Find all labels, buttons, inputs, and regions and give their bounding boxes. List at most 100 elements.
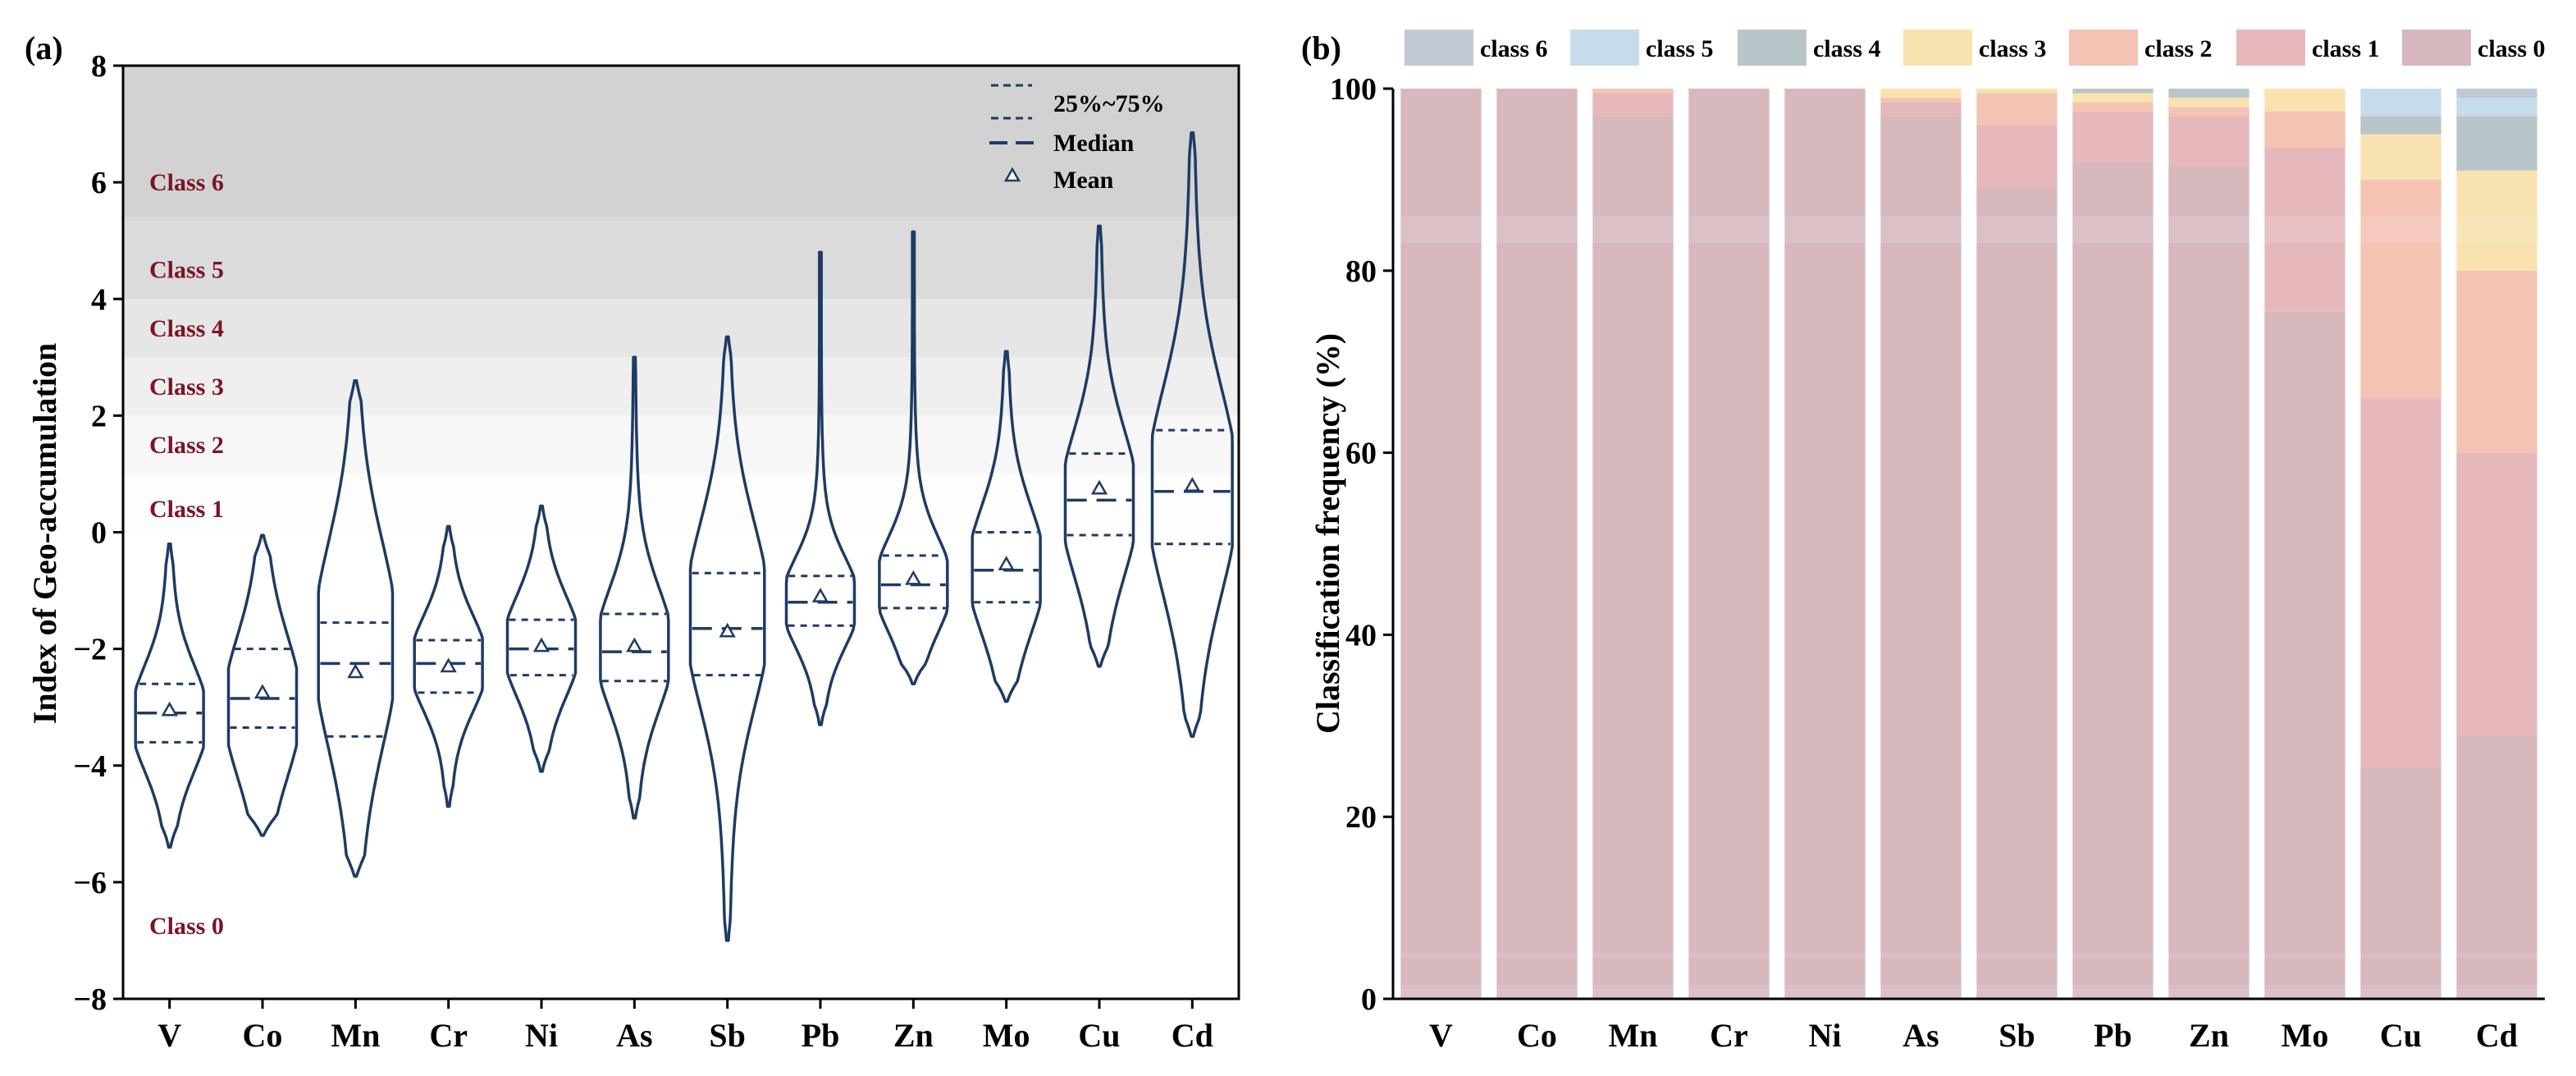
violin-co	[226, 533, 299, 837]
violins	[134, 130, 1234, 942]
panel-b-y-tick-label: 100	[1330, 72, 1377, 107]
bar-pb-class-1	[2072, 111, 2154, 162]
panel-a-x-tick-label: Co	[243, 1017, 283, 1054]
panel-b-x-tick-label: Ni	[1809, 1017, 1842, 1054]
bar-zn-class-2	[2168, 107, 2249, 117]
panel-a-x-tick-label: Mo	[983, 1017, 1030, 1054]
panel-b-x-tick-label: Cd	[2476, 1017, 2518, 1054]
panel-b-x-tick-label: Mn	[1609, 1017, 1658, 1054]
panel-a-x-tick-label: Cd	[1172, 1017, 1213, 1054]
bar-cd-class-6	[2456, 89, 2537, 98]
legend-mean-triangle-icon	[1003, 167, 1021, 182]
violin-mn-mean-marker	[347, 663, 364, 679]
legend-quartile-label: 25%~75%	[1053, 90, 1165, 117]
band-class-3	[123, 357, 1239, 416]
bar-as-class-2	[1880, 98, 1962, 103]
band-class-1	[123, 474, 1239, 533]
panel-b-y-axis-title: Classification frequency (%)	[1309, 333, 1346, 734]
band-class-6	[123, 66, 1239, 217]
bar-cu-class-5	[2360, 89, 2441, 117]
bar-zn-class-3	[2168, 98, 2249, 108]
violin-cd	[1150, 130, 1234, 738]
band-label-class-5: Class 5	[149, 257, 224, 284]
violin-pb-mean-marker	[811, 588, 829, 602]
legend-swatch-class-0	[2402, 30, 2471, 66]
violin-ni	[505, 504, 578, 773]
bar-sb-class-3	[1976, 89, 2058, 94]
band-label-class-2: Class 2	[149, 432, 224, 459]
panel-b-y-tick-label: 40	[1345, 618, 1377, 652]
panel-b-x-tick-label: Co	[1517, 1017, 1557, 1054]
stacked-bars	[1393, 89, 2545, 1000]
bar-pb-class-2	[2072, 102, 2154, 112]
bar-mn-class-0	[1592, 116, 1674, 999]
panel-b-x-tick-label: Zn	[2189, 1017, 2229, 1054]
panel-b-x-tick-label: Cu	[2380, 1017, 2422, 1054]
panel-b-shade-band	[1393, 985, 2545, 999]
panel-b-x-tick-label: Sb	[1998, 1017, 2035, 1054]
band-class-2	[123, 415, 1239, 474]
bar-zn-class-4	[2168, 89, 2249, 98]
violin-cd-mean-marker	[1184, 477, 1201, 492]
violin-cr-mean-marker	[440, 657, 457, 673]
bar-cu-class-3	[2360, 134, 2441, 180]
band-class-0	[123, 532, 1239, 999]
bar-cd-class-1	[2456, 452, 2537, 735]
bar-mn-class-2	[1592, 89, 1674, 94]
band-label-class-1: Class 1	[149, 496, 224, 523]
legend-label-class-2: class 2	[2144, 35, 2213, 62]
violin-cu-mean-marker	[1090, 479, 1108, 495]
class-bands: Class 0 Class 1 Class 2 Class 3 Class 4 Class…	[123, 66, 1239, 999]
panel-a-x-tick-label: Sb	[709, 1017, 746, 1054]
bar-co-class-0	[1496, 89, 1578, 999]
panel-b-y-tick-label: 80	[1345, 254, 1377, 289]
violin-mo	[971, 350, 1042, 703]
panel-b-shade-band	[1393, 216, 2545, 244]
bar-cd-class-5	[2456, 98, 2537, 117]
bar-cd-class-0	[2456, 735, 2537, 999]
bar-cd-class-4	[2456, 116, 2537, 171]
band-label-class-6: Class 6	[149, 169, 224, 196]
violin-zn-mean-marker	[905, 570, 922, 585]
legend-swatch-class-6	[1404, 30, 1473, 66]
panel-a-legend: 25%~75% Median Mean	[989, 84, 1165, 194]
panel-a-x-tick-label: Cr	[429, 1017, 468, 1054]
bar-cr-class-0	[1688, 89, 1770, 999]
panel-a-y-tick-label: 8	[91, 49, 107, 84]
panel-a-x-tick-label: As	[616, 1017, 652, 1054]
panel-a-y-tick-label: 6	[91, 166, 107, 200]
panel-a-y-tick-label: −6	[73, 866, 107, 900]
panel-b-y-tick-label: 0	[1361, 982, 1377, 1017]
violin-as	[599, 355, 670, 820]
bar-v-class-0	[1400, 89, 1482, 999]
bar-sb-class-0	[1976, 188, 2058, 1000]
violin-sb-mean-marker	[719, 622, 736, 638]
bar-as-class-3	[1880, 89, 1962, 98]
legend-swatch-class-1	[2236, 30, 2305, 66]
bar-zn-class-1	[2168, 116, 2249, 167]
panel-a-axes: −8 −6 −4 −2 0 2 4 6 8 V Co Mn Cr Ni As Sb Pb Zn Mo Cu Cd	[73, 49, 1240, 1054]
bar-ni-class-0	[1784, 89, 1866, 999]
panel-a-x-tick-label: Zn	[893, 1017, 934, 1054]
violin-v-mean-marker	[161, 701, 178, 717]
band-label-class-3: Class 3	[149, 373, 224, 401]
bar-mo-class-1	[2264, 148, 2345, 312]
legend-label-class-1: class 1	[2312, 35, 2380, 62]
panel-a-x-tick-label: Mn	[331, 1017, 380, 1054]
violin-pb	[784, 250, 856, 726]
panel-b-label: (b)	[1301, 30, 1341, 66]
legend-label-class-3: class 3	[1979, 35, 2047, 62]
panel-b-y-tick-label: 20	[1345, 800, 1377, 835]
legend-swatch-class-5	[1570, 30, 1639, 66]
panel-a-y-tick-label: −2	[73, 633, 107, 667]
bar-sb-class-1	[1976, 125, 2058, 189]
bar-cu-class-0	[2360, 767, 2441, 999]
bar-as-class-0	[1880, 116, 1962, 999]
panel-a-y-axis-title: Index of Geo-accumulation	[26, 343, 63, 724]
panel-b-x-tick-label: Cr	[1710, 1017, 1748, 1054]
panel-b-legend: class 6 class 5 class 4 class 3 class 2 class…	[1404, 30, 2546, 66]
panel-b-axes: 0 20 40 60 80 100 V Co Mn Cr Ni As Sb Pb Zn Mo Cu Cd	[1330, 72, 2545, 1054]
violin-cu	[1063, 224, 1135, 668]
